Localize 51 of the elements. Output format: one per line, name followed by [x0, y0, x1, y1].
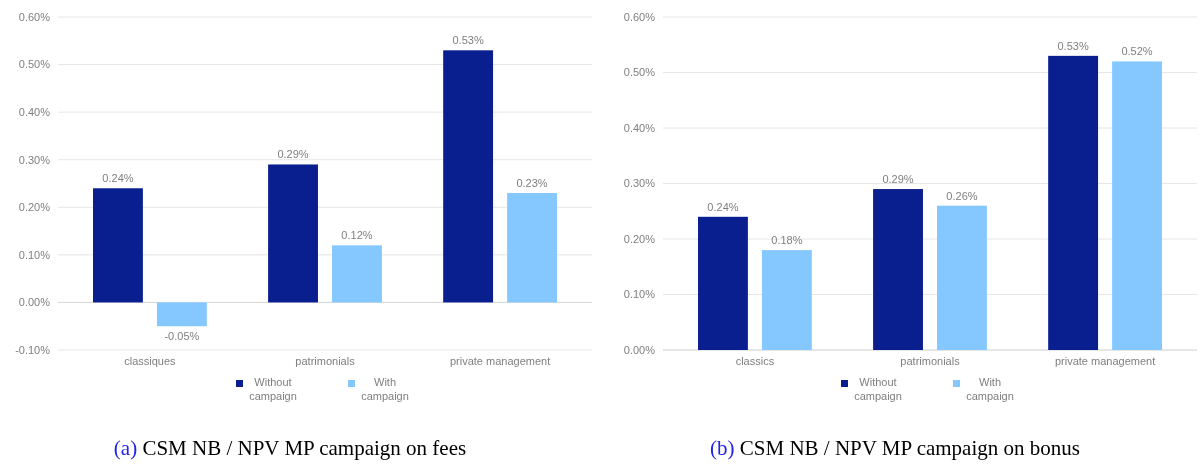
bar [698, 216, 748, 350]
y-tick-label: 0.50% [18, 58, 51, 71]
legend-label: Without campaign [249, 376, 297, 402]
y-tick-label: 0.20% [623, 232, 656, 245]
x-tick-label: classics [735, 355, 775, 367]
bar [1112, 61, 1162, 350]
data-label: 0.29% [277, 148, 309, 161]
bar [1048, 55, 1099, 350]
data-label: 0.53% [1057, 39, 1089, 52]
data-label: 0.52% [1121, 45, 1153, 58]
legend-label: With campaign [966, 376, 1014, 402]
y-tick-label: 0.40% [623, 121, 656, 134]
bar [761, 250, 812, 350]
data-label: 0.23% [516, 177, 548, 190]
data-label: -0.05% [164, 330, 200, 343]
bar [268, 164, 318, 303]
y-tick-label: 0.40% [18, 105, 51, 118]
y-tick-label: 0.00% [623, 343, 656, 356]
text: (a) CSM NB / NPV MP campaign on fees [113, 436, 467, 460]
y-tick-label: 0.00% [18, 296, 51, 309]
x-tick-label: classiques [124, 355, 177, 367]
x-tick-label: patrimonials [900, 355, 961, 367]
legend-label: Without campaign [854, 376, 902, 402]
data-label: 0.24% [102, 172, 134, 185]
y-tick-label: 0.60% [623, 10, 656, 23]
bar [443, 50, 494, 303]
x-tick-label: private management [1054, 355, 1156, 367]
data-label: 0.12% [341, 229, 373, 242]
y-tick-label: 0.60% [18, 10, 51, 23]
x-tick-label: private management [449, 355, 551, 367]
bar [156, 302, 207, 327]
data-label: 0.29% [882, 173, 914, 186]
y-tick-label: 0.20% [18, 201, 51, 214]
y-tick-label: 0.30% [18, 153, 51, 166]
data-label: 0.24% [707, 200, 739, 213]
data-label: 0.53% [452, 34, 484, 47]
bar [93, 188, 143, 303]
bar [937, 205, 987, 350]
data-label: 0.18% [771, 234, 803, 247]
bar [873, 189, 923, 350]
text: (b) CSM NB / NPV MP campaign on bonus [710, 436, 1080, 460]
y-tick-label: 0.10% [623, 288, 656, 301]
y-tick-label: 0.50% [623, 66, 656, 79]
bar [332, 245, 382, 303]
y-tick-label: -0.10% [15, 343, 51, 356]
bar [507, 193, 557, 303]
x-tick-label: patrimonials [295, 355, 356, 367]
y-tick-label: 0.10% [18, 248, 51, 261]
data-label: 0.26% [946, 189, 978, 202]
legend-label: With campaign [361, 376, 409, 402]
y-tick-label: 0.30% [623, 177, 656, 190]
